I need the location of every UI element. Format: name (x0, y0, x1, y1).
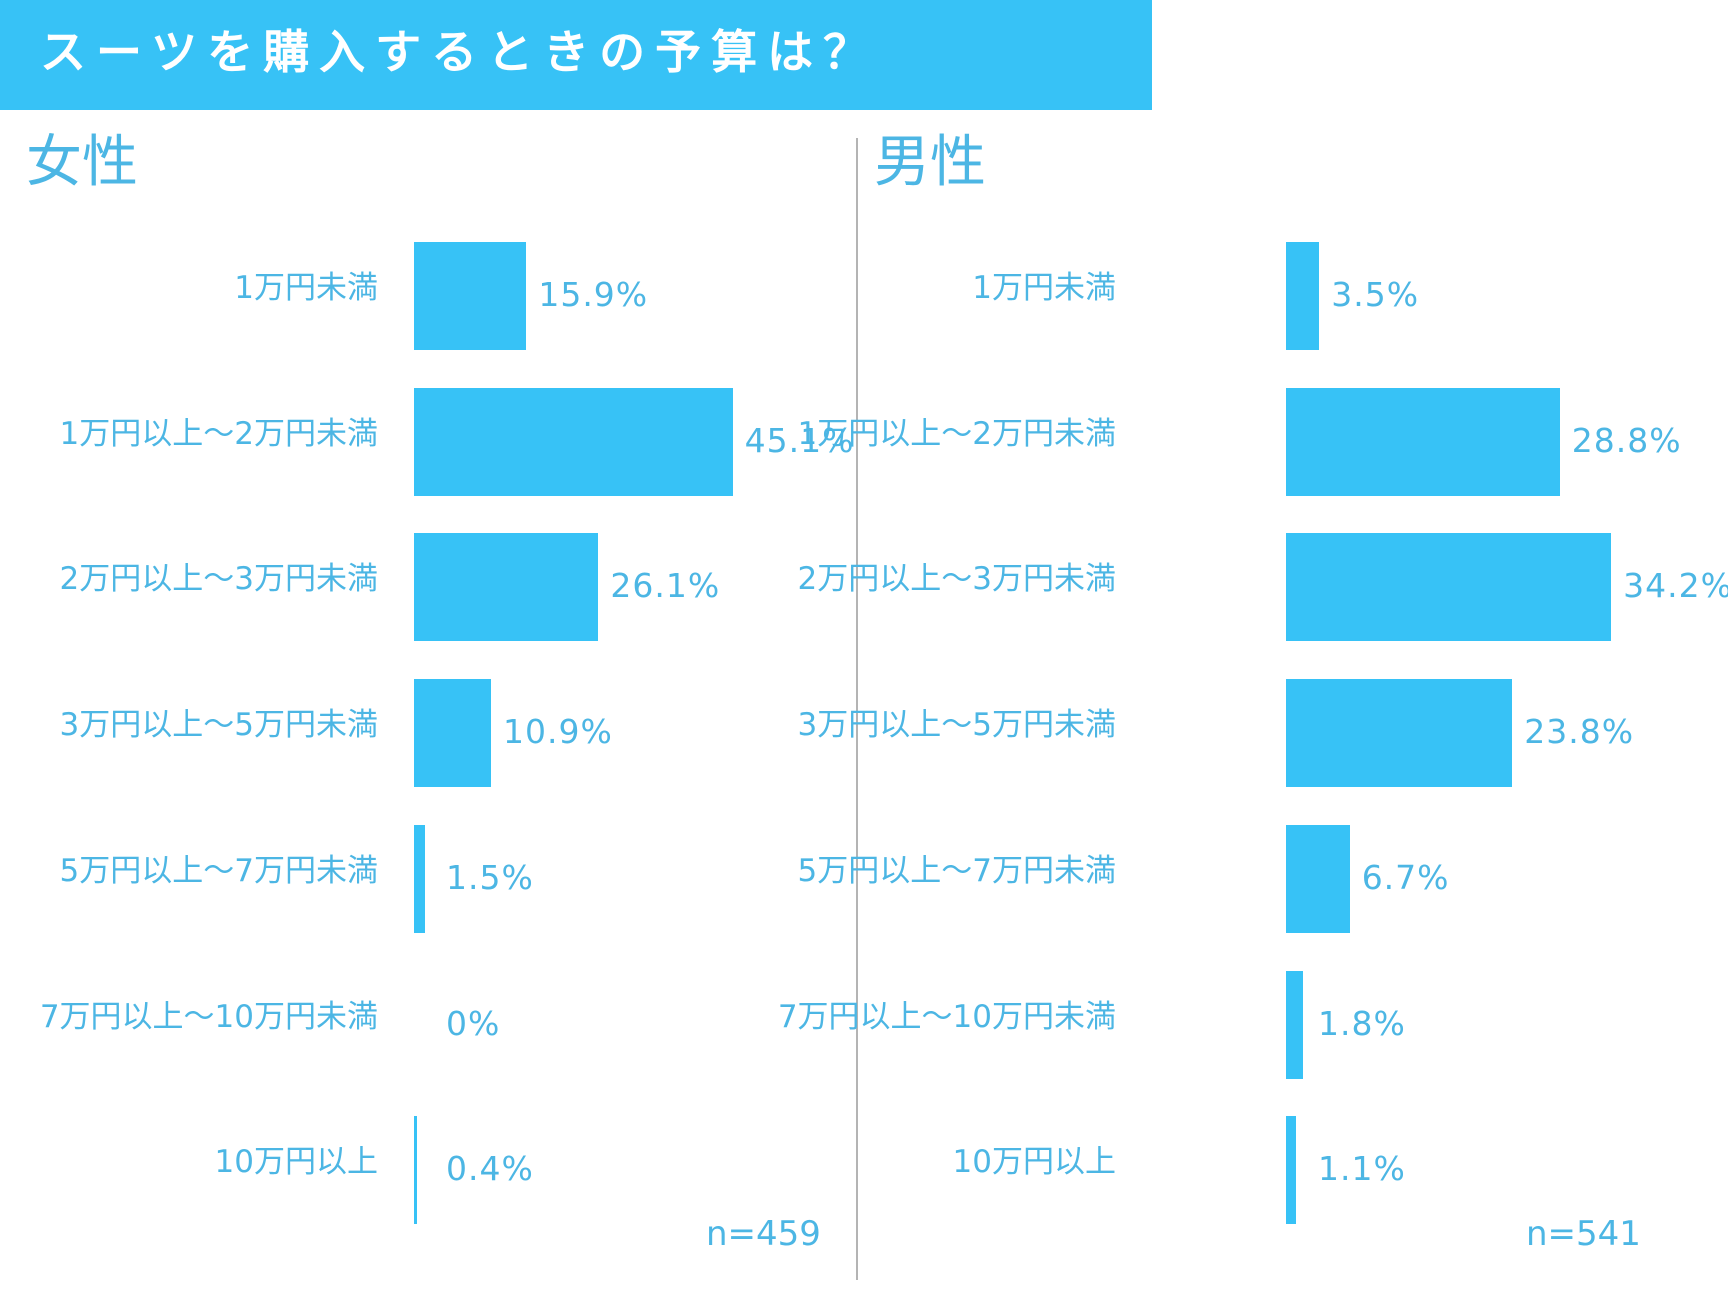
male-row-1: 1万円未満 3.5% (864, 242, 1728, 350)
female-bar (414, 533, 599, 642)
male-bar (1286, 1116, 1297, 1225)
male-bar (1286, 387, 1560, 496)
female-value-label: 0.4% (446, 1149, 534, 1189)
male-category-label: 7万円以上～10万円未満 (777, 998, 1116, 1035)
female-category-label: 2万円以上～3万円未満 (59, 561, 378, 598)
male-row-7: 10万円以上 1.1% (864, 1116, 1728, 1225)
female-row-5: 5万円以上～7万円未満 1.5% (0, 824, 864, 933)
female-row-4: 3万円以上～5万円未満 10.9% (0, 679, 864, 788)
female-row-7: 10万円以上 0.4% (0, 1116, 864, 1225)
male-row-3: 2万円以上～3万円未満 34.2% (798, 533, 1728, 642)
male-value-label: 34.2% (1623, 566, 1728, 606)
chart-title: スーツを購入するときの予算は？ (40, 25, 880, 79)
male-sample-size: n=541 (1526, 1214, 1641, 1254)
female-row-6: 7万円以上～10万円未満 0% (0, 971, 864, 1079)
female-category-label: 10万円以上 (214, 1144, 378, 1181)
female-panel: 女性 1万円未満 15.9% 1万円以上～2万円未満 45.1% 2万円以上～3万円未満… (0, 130, 864, 1254)
female-category-label: 3万円以上～5万円未満 (59, 707, 378, 744)
female-value-label: 26.1% (610, 566, 721, 606)
male-bar (1286, 242, 1320, 350)
male-value-label: 23.8% (1524, 712, 1635, 752)
female-value-label: 1.5% (446, 857, 534, 897)
male-value-label: 28.8% (1571, 420, 1682, 460)
female-panel-title: 女性 (26, 130, 138, 195)
female-bar (414, 242, 527, 350)
male-bar (1286, 824, 1350, 933)
female-category-label: 7万円以上～10万円未満 (39, 998, 378, 1035)
female-category-label: 5万円以上～7万円未満 (59, 852, 378, 889)
female-value-label: 45.1% (744, 420, 855, 460)
male-category-label: 10万円以上 (952, 1144, 1116, 1181)
female-value-label: 0% (446, 1003, 501, 1043)
female-bar (414, 387, 733, 496)
female-row-2: 1万円以上～2万円未満 45.1% (0, 387, 864, 496)
female-value-label: 10.9% (503, 712, 613, 752)
female-bar (414, 679, 491, 788)
male-row-4: 3万円以上～5万円未満 23.8% (798, 679, 1728, 788)
male-bar (1286, 533, 1612, 642)
female-value-label: 15.9% (538, 275, 649, 314)
female-category-label: 1万円未満 (234, 270, 378, 306)
female-row-3: 2万円以上～3万円未満 26.1% (0, 533, 864, 642)
male-value-label: 1.1% (1318, 1149, 1406, 1189)
male-category-label: 1万円未満 (972, 270, 1116, 306)
male-panel: 男性 1万円未満 3.5% 1万円以上～2万円未満 28.8% 2万円以上～3万円未満 3… (778, 0, 1728, 1296)
male-panel-title: 男性 (874, 130, 986, 195)
male-category-label: 2万円以上～3万円未満 (797, 561, 1116, 598)
male-row-6: 7万円以上～10万円未満 1.8% (778, 970, 1728, 1079)
male-value-label: 3.5% (1331, 275, 1420, 314)
male-value-label: 6.7% (1361, 857, 1450, 897)
female-bar (414, 824, 425, 933)
female-sample-size: n=459 (706, 1214, 821, 1254)
male-row-5: 5万円以上～7万円未満 6.7% (798, 824, 1728, 933)
female-bar (414, 1116, 417, 1225)
female-row-1: 1万円未満 15.9% (0, 242, 864, 350)
male-category-label: 5万円以上～7万円未満 (797, 852, 1116, 889)
title-banner: スーツを購入するときの予算は？ (0, 0, 1152, 110)
panel-divider (856, 138, 858, 1280)
male-category-label: 1万円以上～2万円未満 (797, 415, 1116, 452)
male-bar (1286, 970, 1304, 1079)
male-row-2: 1万円以上～2万円未満 28.8% (798, 387, 1728, 496)
male-value-label: 1.8% (1318, 1003, 1406, 1043)
male-bar (1286, 679, 1513, 788)
male-category-label: 3万円以上～5万円未満 (797, 707, 1116, 744)
female-category-label: 1万円以上～2万円未満 (59, 415, 378, 452)
